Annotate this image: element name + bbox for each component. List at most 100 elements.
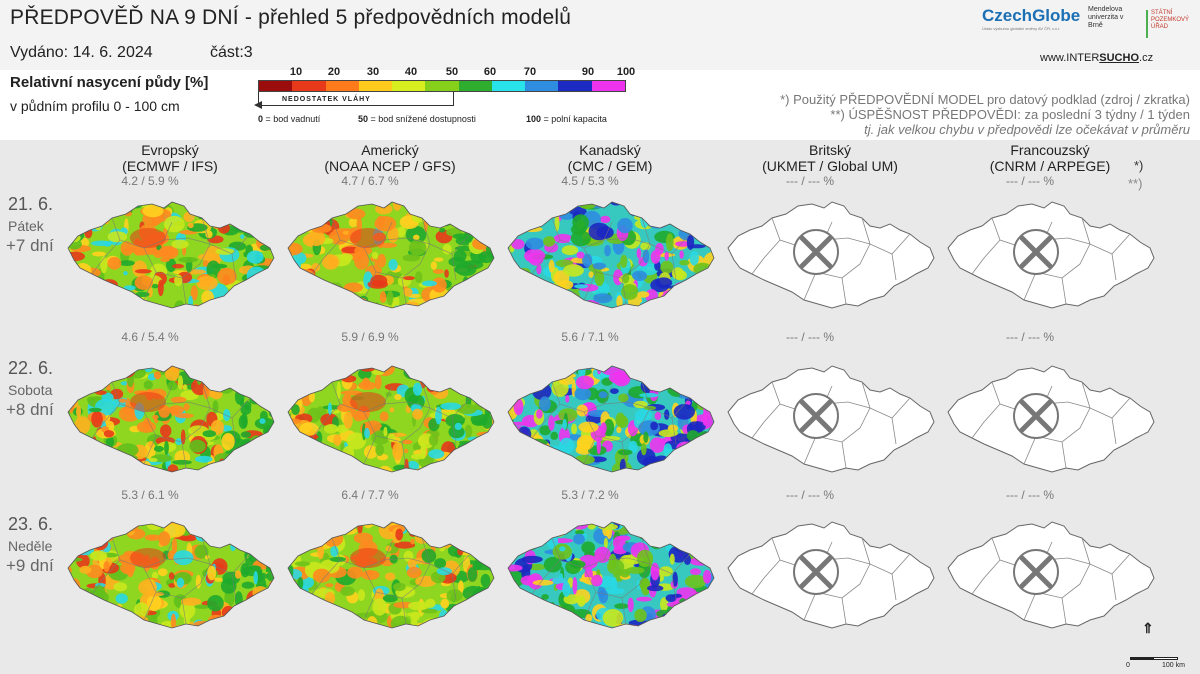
color-scale-segment xyxy=(458,81,492,91)
forecast-accuracy: 4.5 / 5.3 % xyxy=(561,174,619,188)
legend-title: Relativní nasycení půdy [%] xyxy=(10,74,209,91)
footnotes: *) Použitý PŘEDPOVĚDNÍ MODEL pro datový … xyxy=(760,92,1190,137)
forecast-accuracy: 4.2 / 5.9 % xyxy=(121,174,179,188)
model-code: (UKMET / Global UM) xyxy=(762,158,898,174)
model-code: (ECMWF / IFS) xyxy=(122,158,218,174)
footnote-accuracy: **) ÚSPĚŠNOST PŘEDPOVĚDI: za poslední 3 … xyxy=(830,107,1190,122)
forecast-accuracy: --- / --- % xyxy=(786,174,834,188)
soil-moisture-map xyxy=(67,201,275,309)
row-date: 22. 6. xyxy=(8,358,54,378)
part-number: část:3 xyxy=(210,44,253,61)
soil-moisture-map xyxy=(507,521,715,629)
model-code: (NOAA NCEP / GFS) xyxy=(324,158,456,174)
szu-logo: STÁTNÍ POZEMKOVÝ ÚŘAD xyxy=(1146,10,1189,38)
legend-note-50-text: = bod snížené dostupnosti xyxy=(368,114,476,124)
deficit-label: NEDOSTATEK VLÁHY xyxy=(282,96,371,103)
legend-note-100-text: = polní kapacita xyxy=(541,114,607,124)
forecast-accuracy: 4.7 / 6.7 % xyxy=(341,174,399,188)
row-weekday: Neděle xyxy=(8,538,53,554)
forecast-accuracy: --- / --- % xyxy=(786,330,834,344)
color-scale-segment xyxy=(525,81,559,91)
czechglobe-logo: CzechGlobe Ústav výzkumu globální změny … xyxy=(982,6,1082,42)
color-scale-tick: 60 xyxy=(483,66,497,78)
x-cross-icon xyxy=(793,549,839,595)
row-weekday: Sobota xyxy=(8,382,53,398)
deficit-arrow-icon xyxy=(254,101,262,109)
forecast-accuracy: 5.9 / 6.9 % xyxy=(341,330,399,344)
scale-hundred: 100 km xyxy=(1162,662,1185,669)
unavailable-map xyxy=(727,365,935,473)
x-cross-icon xyxy=(1013,393,1059,439)
x-cross-icon xyxy=(1013,549,1059,595)
forecast-accuracy: --- / --- % xyxy=(1006,174,1054,188)
color-scale-tick: 50 xyxy=(445,66,459,78)
soil-moisture-map xyxy=(287,201,495,309)
model-footnote-marker: *) xyxy=(1134,158,1144,173)
color-scale-segment xyxy=(325,81,359,91)
czechglobe-logo-text: CzechGlobe xyxy=(982,6,1081,25)
model-column-header: Britský (UKMET / Global UM) xyxy=(720,142,940,174)
issued-date: Vydáno: 14. 6. 2024 xyxy=(10,44,153,61)
legend-note-100-num: 100 xyxy=(526,114,542,124)
www-mid: SUCHO xyxy=(1099,52,1140,64)
legend-note-0-num: 0 xyxy=(258,114,264,124)
czechglobe-logo-subtitle: Ústav výzkumu globální změny AV ČR, v.v.… xyxy=(982,26,1060,31)
model-code: (CMC / GEM) xyxy=(567,158,653,174)
www-suffix: .cz xyxy=(1139,52,1154,64)
soil-moisture-map xyxy=(67,365,275,473)
forecast-accuracy: 5.3 / 6.1 % xyxy=(121,488,179,502)
soil-moisture-map xyxy=(507,365,715,473)
color-scale-bar xyxy=(258,80,626,92)
unavailable-map xyxy=(947,365,1155,473)
footnote-model: *) Použitý PŘEDPOVĚDNÍ MODEL pro datový … xyxy=(780,92,1190,107)
forecast-accuracy: --- / --- % xyxy=(1006,488,1054,502)
footnote-accuracy-explain: tj. jak velkou chybu v předpovědi lze oč… xyxy=(864,122,1190,137)
www-prefix: www.INTER xyxy=(1040,52,1100,64)
color-scale-tick: 10 xyxy=(289,66,303,78)
color-scale-segment xyxy=(358,81,393,91)
color-scale-segment xyxy=(425,81,459,91)
color-scale-tick: 90 xyxy=(581,66,595,78)
header-band xyxy=(0,0,1200,70)
color-scale-segment xyxy=(591,81,625,91)
color-scale-tick: 100 xyxy=(616,66,636,78)
deficit-bracket xyxy=(258,92,454,106)
model-column-header: Evropský (ECMWF / IFS) xyxy=(60,142,280,174)
soil-moisture-map xyxy=(287,521,495,629)
model-code: (CNRM / ARPEGE) xyxy=(989,158,1111,174)
x-cross-icon xyxy=(793,229,839,275)
north-arrow-icon: ⇑ xyxy=(1142,620,1154,636)
soil-moisture-map xyxy=(287,365,495,473)
forecast-accuracy: --- / --- % xyxy=(786,488,834,502)
row-lead-time: +9 dní xyxy=(6,556,54,575)
model-name: Kanadský xyxy=(579,142,641,158)
color-scale-tick: 20 xyxy=(327,66,341,78)
forecast-accuracy: 4.6 / 5.4 % xyxy=(121,330,179,344)
intersucho-link[interactable]: www.INTERSUCHO.cz xyxy=(1040,52,1153,64)
row-weekday: Pátek xyxy=(8,218,44,234)
model-name: Evropský xyxy=(141,142,199,158)
model-column-header: Kanadský (CMC / GEM) xyxy=(500,142,720,174)
model-name: Americký xyxy=(361,142,419,158)
legend-subtitle: v půdním profilu 0 - 100 cm xyxy=(10,98,180,114)
forecast-accuracy: --- / --- % xyxy=(1006,330,1054,344)
color-scale-tick: 70 xyxy=(523,66,537,78)
color-scale-segment xyxy=(259,81,293,91)
soil-moisture-map xyxy=(67,521,275,629)
legend-note-0-text: = bod vadnutí xyxy=(263,114,321,124)
row-lead-time: +8 dní xyxy=(6,400,54,419)
map-scale: ⇑ 0 100 km xyxy=(1122,620,1194,670)
accuracy-footnote-marker: **) xyxy=(1128,176,1143,191)
legend-note-100: 100 = polní kapacita xyxy=(526,114,607,124)
page-title: PŘEDPOVĚĎ NA 9 DNÍ - přehled 5 předpověd… xyxy=(10,6,572,29)
x-cross-icon xyxy=(1013,229,1059,275)
forecast-accuracy: 5.6 / 7.1 % xyxy=(561,330,619,344)
model-column-header: Americký (NOAA NCEP / GFS) xyxy=(280,142,500,174)
forecast-accuracy: 5.3 / 7.2 % xyxy=(561,488,619,502)
model-column-header: Francouzský (CNRM / ARPEGE) xyxy=(940,142,1160,174)
mendel-logo: Mendelova univerzita v Brně xyxy=(1088,6,1124,29)
legend-note-0: 0 = bod vadnutí xyxy=(258,114,320,124)
x-cross-icon xyxy=(793,393,839,439)
row-lead-time: +7 dní xyxy=(6,236,54,255)
color-scale-tick: 40 xyxy=(404,66,418,78)
